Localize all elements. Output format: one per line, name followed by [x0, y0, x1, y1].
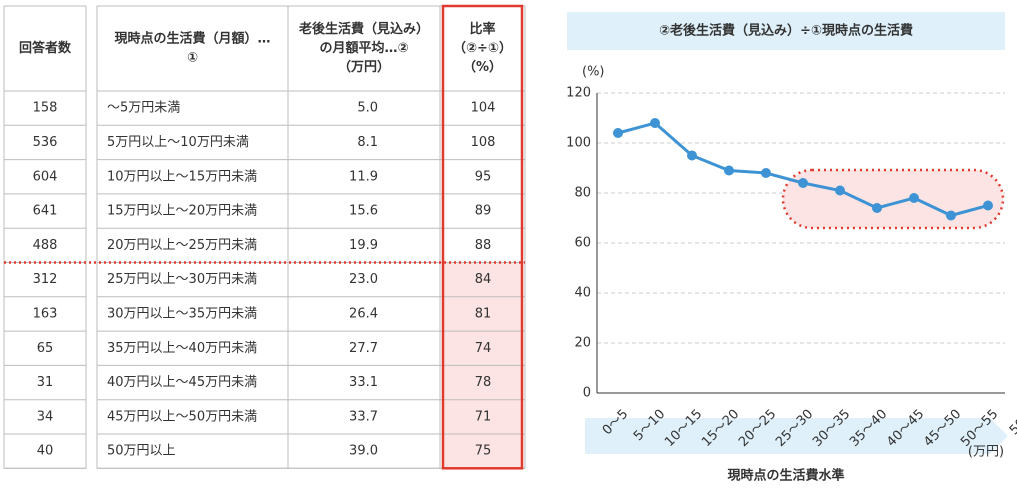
cell: 23.0 [349, 272, 378, 287]
highlight-oval [781, 168, 1005, 230]
chart-title-box [567, 12, 1005, 50]
cell: 19.9 [349, 238, 378, 253]
cell: 95 [475, 169, 492, 184]
y-tick-label: 120 [566, 86, 591, 101]
cell: 10万円以上〜15万円未満 [107, 169, 257, 184]
point [798, 178, 808, 188]
cell: 35万円以上〜40万円未満 [107, 341, 257, 356]
cell: 65 [37, 341, 54, 356]
cell: 27.7 [349, 341, 378, 356]
header-text: （%） [463, 59, 502, 75]
header-text: （②÷①） [453, 40, 512, 56]
point [872, 203, 882, 213]
point [909, 193, 919, 203]
header-text: （万円） [338, 59, 390, 75]
cell: 104 [471, 101, 496, 116]
cell: 40 [37, 444, 54, 459]
cell: 163 [33, 306, 58, 321]
header-text: の月額平均…② [319, 40, 408, 56]
highlight-cell [443, 262, 522, 297]
point [724, 165, 734, 176]
y-tick-label: 100 [566, 136, 591, 151]
cell: 536 [33, 135, 58, 150]
cell: 40万円以上〜45万円未満 [107, 375, 257, 390]
cell: 312 [33, 272, 58, 287]
cell: 5.0 [357, 101, 378, 116]
cell: 50万円以上 [107, 444, 176, 459]
cell: 89 [475, 204, 492, 219]
cell: 488 [33, 238, 58, 253]
point [761, 168, 771, 178]
cell: 34 [37, 409, 54, 424]
highlight-cell [443, 365, 522, 400]
header-text: 老後生活費（見込み） [298, 21, 429, 37]
highlight-cell [443, 434, 522, 469]
highlight-cell [443, 296, 522, 332]
cell: 26.4 [349, 306, 378, 321]
y-tick-label: 20 [574, 336, 591, 351]
chart-title: ②老後生活費（見込み）÷①現時点の生活費 [659, 23, 913, 39]
cell: 5万円以上〜10万円未満 [107, 135, 249, 150]
ratio-frame [441, 4, 524, 470]
y-tick-label: 0 [583, 386, 591, 401]
cell: 75 [475, 444, 492, 459]
cell: 30万円以上〜35万円未満 [107, 306, 257, 321]
cell: 604 [33, 169, 58, 184]
x-arrow-band [585, 418, 1008, 454]
y-tick-label: 40 [574, 286, 591, 301]
cell: 108 [471, 135, 496, 150]
cell: 15万円以上〜20万円未満 [107, 204, 257, 219]
point [983, 200, 993, 211]
cell: 81 [475, 306, 492, 321]
cell: 33.7 [349, 409, 378, 424]
y-unit: (%) [582, 65, 605, 80]
cell: 15.6 [349, 204, 378, 219]
cell: 39.0 [349, 444, 378, 459]
point [835, 185, 845, 196]
y-tick-label: 80 [574, 186, 591, 201]
cell: 158 [33, 101, 58, 116]
cell: 31 [37, 375, 54, 390]
point [687, 150, 697, 161]
cell: 8.1 [357, 135, 378, 150]
cell: 71 [475, 409, 492, 424]
cell: 11.9 [349, 169, 378, 184]
y-tick-label: 60 [574, 236, 591, 251]
x-unit: (万円) [968, 445, 1004, 460]
header-text: 回答者数 [19, 40, 72, 56]
cell: 20万円以上〜25万円未満 [107, 238, 257, 253]
x-axis-title: 現時点の生活費水準 [727, 468, 844, 484]
header-text: 現時点の生活費（月額）… [114, 31, 270, 47]
highlight-cell [443, 331, 522, 366]
point [650, 118, 660, 128]
point [613, 128, 623, 138]
cell: 78 [475, 375, 492, 390]
point [946, 210, 956, 221]
cell: 88 [475, 238, 492, 253]
cell: 45万円以上〜50万円未満 [107, 409, 257, 424]
cell: 74 [475, 341, 492, 356]
highlight-cell [443, 399, 522, 434]
cell: 33.1 [349, 375, 378, 390]
header-text: 比率 [469, 21, 495, 37]
cell: 〜5万円未満 [107, 101, 180, 116]
cell: 641 [33, 204, 58, 219]
x-tick-label: 50〜 [1007, 407, 1017, 438]
header-text: ① [187, 51, 198, 66]
cell: 25万円以上〜30万円未満 [107, 272, 257, 287]
cell: 84 [475, 272, 492, 287]
